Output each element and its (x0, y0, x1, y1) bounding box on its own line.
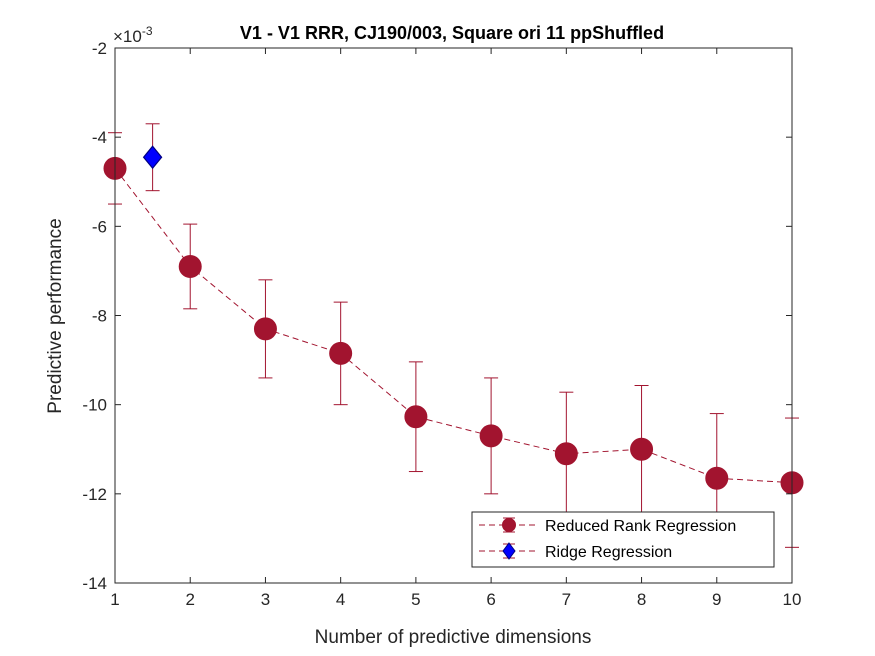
legend-box (471, 511, 775, 568)
y-tick-label: -14 (82, 574, 107, 593)
legend-entry-ridge: Ridge Regression (479, 542, 672, 561)
y-tick-label: -2 (92, 39, 107, 58)
data-point (253, 317, 277, 341)
axes-background (115, 48, 792, 583)
legend-label-ridge: Ridge Regression (545, 544, 672, 561)
plot-area (115, 48, 792, 583)
y-tick-label: -12 (82, 485, 107, 504)
x-tick-label: 2 (185, 590, 194, 609)
x-tick-label: 5 (411, 590, 420, 609)
y-tick-label: -8 (92, 307, 107, 326)
data-point (178, 254, 202, 278)
data-point (705, 466, 729, 490)
series-ridge-regression (142, 123, 163, 192)
y-tick-label: -10 (82, 396, 107, 415)
series-layer (103, 123, 804, 548)
data-point (479, 424, 503, 448)
y-tick-label: -4 (92, 128, 107, 147)
x-tick-label: 7 (562, 590, 571, 609)
x-tick-label: 3 (261, 590, 270, 609)
x-tick-label: 10 (783, 590, 802, 609)
series-reduced-rank-regression (103, 132, 804, 548)
y-axis-ticks: -14 -12 -10 -8 -6 -4 -2 (82, 39, 792, 593)
legend-marker-ridge (502, 542, 516, 560)
y-exponent-base: ×10 (113, 27, 142, 46)
data-point (404, 405, 428, 429)
x-tick-label: 4 (336, 590, 345, 609)
x-tick-label: 9 (712, 590, 721, 609)
data-point (630, 437, 654, 461)
legend: Reduced Rank Regression Ridge Regression (471, 511, 775, 568)
x-tick-label: 8 (637, 590, 646, 609)
x-tick-label: 6 (486, 590, 495, 609)
x-axis-label: Number of predictive dimensions (315, 627, 592, 648)
y-axis-label: Predictive performance (45, 218, 66, 413)
legend-label-rrr: Reduced Rank Regression (545, 518, 736, 535)
data-point (142, 145, 163, 170)
legend-entry-rrr: Reduced Rank Regression (479, 517, 736, 535)
data-point (554, 442, 578, 466)
data-point (329, 341, 353, 365)
chart-title: V1 - V1 RRR, CJ190/003, Square ori 11 pp… (240, 23, 664, 43)
x-tick-label: 1 (110, 590, 119, 609)
y-axis-exponent: ×10-3 (113, 24, 153, 46)
series-line (114, 168, 793, 484)
legend-marker-rrr (502, 518, 516, 532)
y-exponent-power: -3 (142, 24, 153, 38)
x-axis-ticks: 1 2 3 4 5 6 7 8 9 10 (110, 48, 801, 609)
y-tick-label: -6 (92, 217, 107, 236)
